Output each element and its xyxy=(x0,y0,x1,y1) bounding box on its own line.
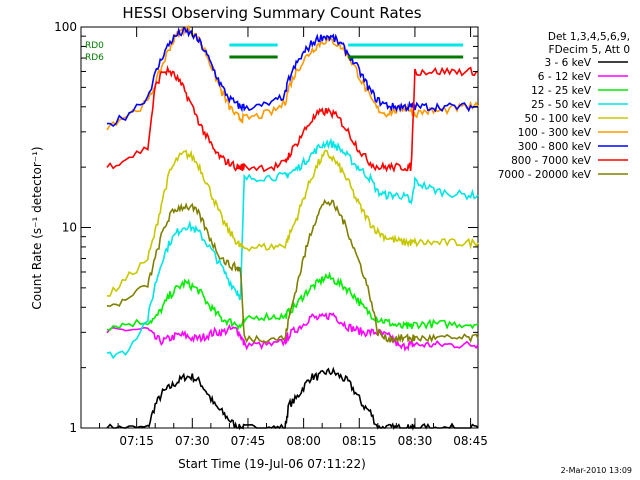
series-line-50-100-kev xyxy=(107,149,479,297)
legend-entry: 3 - 6 keV xyxy=(544,57,591,69)
legend-entry: 100 - 300 keV xyxy=(518,127,592,139)
x-tick-label: 08:30 xyxy=(398,434,433,448)
series-line-800-7000-kev xyxy=(106,64,479,173)
y-tick-label: 100 xyxy=(54,20,77,34)
legend-entry: 800 - 7000 keV xyxy=(511,155,592,167)
series-line-7000-20000-kev xyxy=(106,198,479,344)
series-line-12-25-kev xyxy=(106,271,479,332)
flag-label: RD6 xyxy=(85,53,104,63)
series-line-25-50-kev xyxy=(106,137,479,360)
series-layer xyxy=(106,24,479,431)
x-axis-label: Start Time (19-Jul-06 07:11:22) xyxy=(178,457,366,471)
x-tick-label: 08:00 xyxy=(286,434,321,448)
x-tick-label: 08:45 xyxy=(453,434,488,448)
y-axis-label: Count Rate (s⁻¹ detector⁻¹) xyxy=(30,146,44,309)
legend-header: FDecim 5, Att 0 xyxy=(549,44,630,56)
series-line-6-12-kev xyxy=(106,312,479,352)
x-tick-label: 08:15 xyxy=(342,434,377,448)
y-tick-label: 10 xyxy=(62,221,77,235)
legend-entry: 7000 - 20000 keV xyxy=(498,169,592,181)
legend: Det 1,3,4,5,6,9,FDecim 5, Att 03 - 6 keV… xyxy=(498,31,630,181)
x-tick-label: 07:45 xyxy=(231,434,266,448)
legend-entry: 25 - 50 keV xyxy=(531,99,592,111)
plot-area xyxy=(80,26,479,429)
y-tick-label: 1 xyxy=(69,421,77,435)
x-tick-label: 07:15 xyxy=(119,434,154,448)
series-line-300-800-kev xyxy=(106,26,478,128)
series-line-3-6-kev xyxy=(106,366,479,431)
footer-timestamp: 2-Mar-2010 13:09 xyxy=(561,466,632,475)
axes: 07:15 07:30 07:45 08:00 08:15 08:30 08:45 1 10 10… xyxy=(54,20,488,448)
legend-entry: 6 - 12 keV xyxy=(538,71,592,83)
legend-entry: 12 - 25 keV xyxy=(531,85,592,97)
x-tick-label: 07:30 xyxy=(175,434,210,448)
flag-label: RD0 xyxy=(85,41,104,51)
legend-header: Det 1,3,4,5,6,9, xyxy=(548,31,630,43)
legend-entry: 50 - 100 keV xyxy=(524,113,591,125)
legend-entry: 300 - 800 keV xyxy=(518,141,592,153)
chart-title: HESSI Observing Summary Count Rates xyxy=(122,4,421,22)
